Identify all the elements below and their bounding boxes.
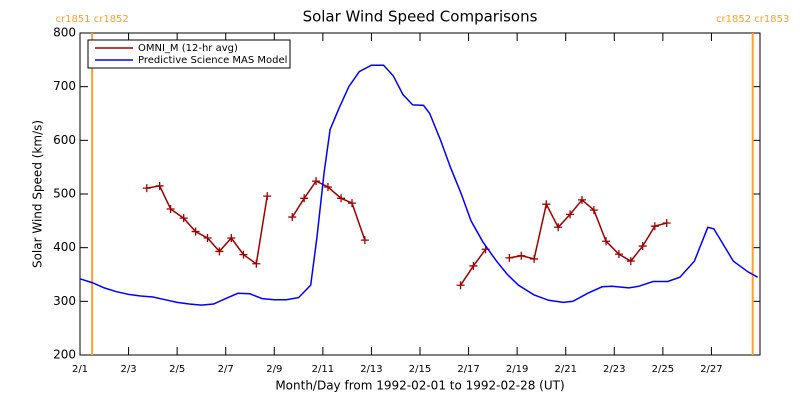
legend-label: OMNI_M (12-hr avg) bbox=[138, 43, 238, 54]
data-point bbox=[348, 199, 356, 208]
data-point bbox=[179, 214, 188, 223]
x-tick-label: 2/19 bbox=[506, 364, 528, 375]
data-point bbox=[469, 261, 478, 270]
data-point bbox=[288, 213, 297, 222]
y-tick-label: 800 bbox=[53, 26, 76, 40]
data-point bbox=[312, 177, 321, 186]
data-point bbox=[517, 251, 526, 260]
data-point bbox=[614, 250, 623, 259]
data-point bbox=[239, 250, 248, 259]
data-point bbox=[530, 254, 539, 263]
data-point bbox=[456, 281, 465, 290]
x-tick-label: 2/3 bbox=[121, 364, 137, 375]
y-tick-label: 200 bbox=[53, 348, 76, 362]
data-point bbox=[215, 247, 224, 256]
data-point bbox=[626, 257, 635, 266]
x-tick-label: 2/11 bbox=[312, 364, 334, 375]
data-point bbox=[650, 222, 659, 231]
chart-title: Solar Wind Speed Comparisons bbox=[303, 8, 538, 26]
data-point bbox=[155, 181, 164, 190]
y-tick-label: 700 bbox=[53, 79, 76, 93]
data-point bbox=[227, 234, 236, 243]
data-point bbox=[252, 259, 261, 268]
x-tick-label: 2/1 bbox=[72, 364, 88, 375]
data-point bbox=[602, 237, 611, 246]
data-point bbox=[337, 194, 346, 203]
data-point bbox=[263, 192, 272, 201]
data-point bbox=[323, 183, 332, 192]
data-point bbox=[542, 200, 551, 209]
data-point bbox=[505, 253, 514, 262]
series-line bbox=[79, 64, 758, 306]
data-point bbox=[203, 234, 212, 243]
data-point bbox=[554, 223, 563, 232]
x-tick-label: 2/27 bbox=[700, 364, 722, 375]
x-axis-label: Month/Day from 1992-02-01 to 1992-02-28 … bbox=[275, 379, 564, 393]
x-tick-label: 2/5 bbox=[169, 364, 185, 375]
legend: OMNI_M (12-hr avg)Predictive Science MAS… bbox=[87, 39, 291, 69]
x-tick-label: 2/13 bbox=[360, 364, 382, 375]
y-tick-label: 500 bbox=[53, 187, 76, 201]
x-tick-label: 2/21 bbox=[554, 364, 576, 375]
data-point bbox=[360, 236, 369, 245]
annotation-label: cr1851 cr1852 bbox=[55, 14, 128, 25]
data-point bbox=[191, 227, 200, 236]
y-tick-label: 600 bbox=[53, 133, 76, 147]
legend-box bbox=[87, 39, 291, 69]
x-tick-label: 2/7 bbox=[218, 364, 234, 375]
data-point bbox=[577, 195, 586, 204]
y-tick-label: 300 bbox=[53, 294, 76, 308]
legend-label: Predictive Science MAS Model bbox=[138, 55, 287, 66]
x-tick-label: 2/23 bbox=[603, 364, 625, 375]
x-tick-label: 2/15 bbox=[409, 364, 431, 375]
data-point bbox=[166, 205, 175, 214]
x-tick-label: 2/17 bbox=[457, 364, 479, 375]
annotation-label: cr1852 cr1853 bbox=[716, 14, 789, 25]
data-point bbox=[566, 210, 575, 219]
x-tick-label: 2/25 bbox=[652, 364, 674, 375]
data-point bbox=[300, 194, 309, 203]
data-point bbox=[638, 242, 647, 251]
data-point bbox=[589, 206, 598, 215]
data-point bbox=[142, 184, 151, 193]
y-axis-label: Solar Wind Speed (km/s) bbox=[31, 120, 45, 268]
y-tick-label: 400 bbox=[53, 240, 76, 254]
series-line bbox=[509, 198, 667, 263]
data-point bbox=[662, 218, 671, 227]
x-tick-label: 2/9 bbox=[266, 364, 282, 375]
